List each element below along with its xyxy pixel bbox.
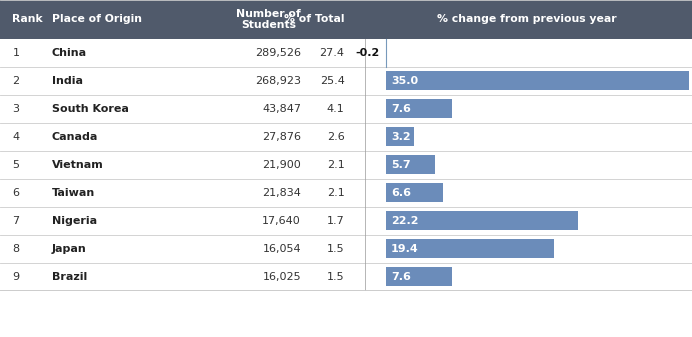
Text: 27,876: 27,876: [262, 132, 301, 142]
Text: 3: 3: [12, 104, 19, 114]
FancyBboxPatch shape: [0, 235, 692, 263]
Text: 25.4: 25.4: [320, 76, 345, 86]
FancyBboxPatch shape: [0, 179, 692, 207]
Text: Brazil: Brazil: [52, 272, 87, 281]
Text: 2: 2: [12, 76, 19, 86]
FancyBboxPatch shape: [386, 155, 435, 174]
FancyBboxPatch shape: [386, 211, 578, 230]
Text: 6: 6: [12, 188, 19, 197]
Text: 16,025: 16,025: [262, 272, 301, 281]
Text: 27.4: 27.4: [320, 48, 345, 58]
Text: 21,900: 21,900: [262, 160, 301, 170]
Text: China: China: [52, 48, 87, 58]
Text: 1.7: 1.7: [327, 216, 345, 225]
FancyBboxPatch shape: [0, 151, 692, 179]
Text: Taiwan: Taiwan: [52, 188, 95, 197]
FancyBboxPatch shape: [0, 95, 692, 123]
Text: 4: 4: [12, 132, 19, 142]
Text: 2.6: 2.6: [327, 132, 345, 142]
Text: 7.6: 7.6: [391, 104, 411, 114]
FancyBboxPatch shape: [0, 123, 692, 151]
Text: 8: 8: [12, 244, 19, 253]
Text: South Korea: South Korea: [52, 104, 129, 114]
Text: 22.2: 22.2: [391, 216, 419, 225]
Text: 19.4: 19.4: [391, 244, 419, 253]
Text: India: India: [52, 76, 83, 86]
FancyBboxPatch shape: [386, 239, 554, 258]
Text: Nigeria: Nigeria: [52, 216, 97, 225]
Text: 1.5: 1.5: [327, 244, 345, 253]
Text: Vietnam: Vietnam: [52, 160, 104, 170]
FancyBboxPatch shape: [386, 183, 443, 202]
Text: Number of
Students: Number of Students: [236, 8, 301, 30]
FancyBboxPatch shape: [0, 0, 692, 39]
Text: 35.0: 35.0: [391, 76, 418, 86]
Text: 21,834: 21,834: [262, 188, 301, 197]
FancyBboxPatch shape: [386, 71, 689, 90]
FancyBboxPatch shape: [386, 127, 414, 146]
FancyBboxPatch shape: [0, 67, 692, 95]
Text: 3.2: 3.2: [391, 132, 410, 142]
Text: -0.2: -0.2: [355, 48, 379, 58]
FancyBboxPatch shape: [386, 99, 452, 118]
FancyBboxPatch shape: [0, 263, 692, 290]
Text: 5: 5: [12, 160, 19, 170]
FancyBboxPatch shape: [0, 207, 692, 235]
Text: 4.1: 4.1: [327, 104, 345, 114]
Text: Japan: Japan: [52, 244, 86, 253]
Text: 9: 9: [12, 272, 19, 281]
FancyBboxPatch shape: [0, 39, 692, 67]
Text: % change from previous year: % change from previous year: [437, 14, 617, 24]
Text: 5.7: 5.7: [391, 160, 410, 170]
Text: 17,640: 17,640: [262, 216, 301, 225]
Text: 2.1: 2.1: [327, 188, 345, 197]
Text: 43,847: 43,847: [262, 104, 301, 114]
Text: 1.5: 1.5: [327, 272, 345, 281]
Text: Canada: Canada: [52, 132, 98, 142]
Text: 1: 1: [12, 48, 19, 58]
FancyBboxPatch shape: [386, 267, 452, 286]
Text: % of Total: % of Total: [284, 14, 345, 24]
Text: 16,054: 16,054: [262, 244, 301, 253]
Text: 2.1: 2.1: [327, 160, 345, 170]
Text: Place of Origin: Place of Origin: [52, 14, 142, 24]
Text: 289,526: 289,526: [255, 48, 301, 58]
Text: Rank: Rank: [12, 14, 43, 24]
Text: 6.6: 6.6: [391, 188, 411, 197]
Text: 268,923: 268,923: [255, 76, 301, 86]
Text: 7.6: 7.6: [391, 272, 411, 281]
Text: 7: 7: [12, 216, 19, 225]
